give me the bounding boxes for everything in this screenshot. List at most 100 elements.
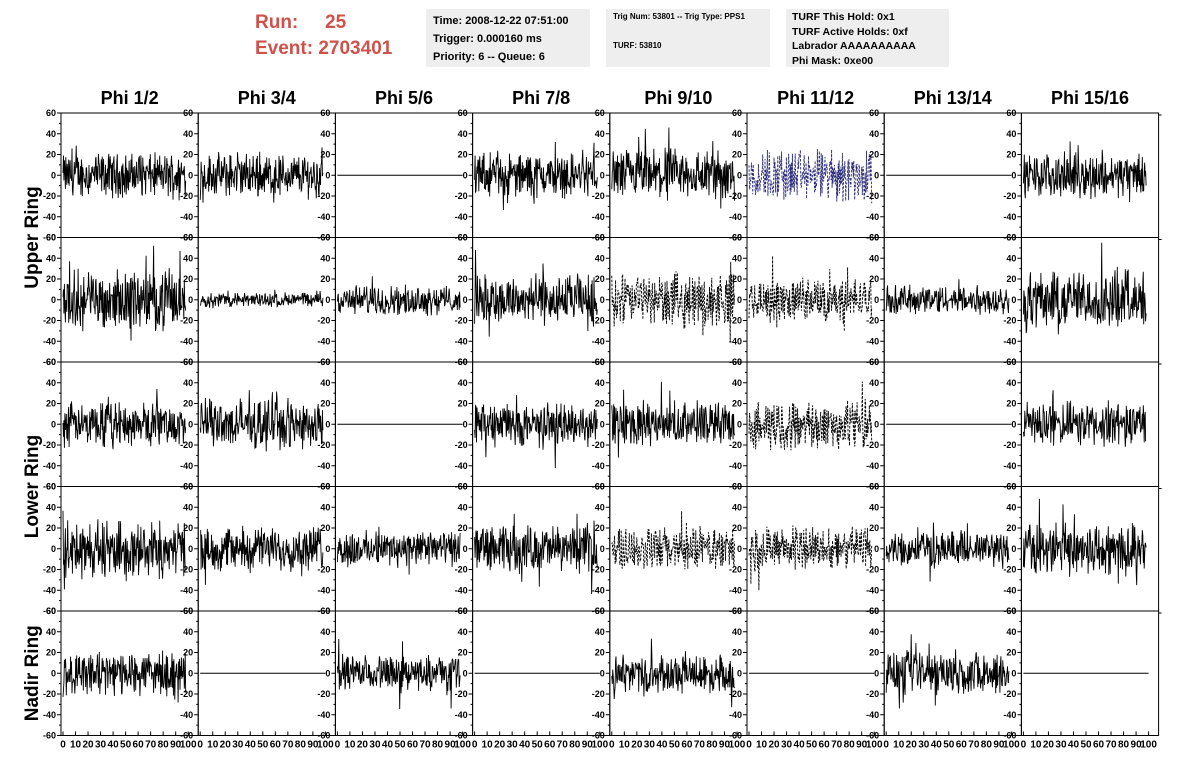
- row-title-2: Lower Ring: [22, 435, 43, 538]
- y-tick-label: -20: [866, 689, 879, 699]
- x-tick-label: 40: [656, 740, 668, 751]
- y-tick-label: -40: [317, 461, 330, 471]
- y-tick-label: 20: [46, 399, 56, 409]
- waveform-trace-r2-c8: [1022, 242, 1147, 335]
- y-tick-label: 60: [183, 357, 193, 367]
- y-tick-label: -40: [729, 710, 742, 720]
- y-tick-label: -40: [729, 336, 742, 346]
- y-tick-label: -20: [43, 689, 56, 699]
- waveform-trace-r3-c6: [748, 381, 873, 451]
- x-tick-label: 70: [419, 740, 431, 751]
- x-tick-label: 20: [1043, 740, 1055, 751]
- y-tick-label: 60: [46, 108, 56, 118]
- y-tick-label: -20: [43, 191, 56, 201]
- y-tick-label: -20: [455, 565, 468, 575]
- y-tick-label: 0: [188, 295, 193, 305]
- x-tick-label: 80: [432, 740, 444, 751]
- y-tick-label: 0: [737, 419, 742, 429]
- x-tick-label: 40: [245, 740, 257, 751]
- y-tick-label: -60: [43, 731, 56, 741]
- y-tick-label: 40: [458, 253, 468, 263]
- time-line: Time: 2008-12-22 07:51:00: [433, 15, 569, 27]
- y-tick-label: 40: [869, 129, 879, 139]
- y-tick-label: -20: [43, 565, 56, 575]
- waveform-trace-r2-c6: [748, 255, 873, 332]
- y-tick-label: -40: [866, 461, 879, 471]
- y-tick-label: -20: [592, 191, 605, 201]
- y-tick-label: -20: [180, 565, 193, 575]
- waveform-trace-r3-c5: [611, 381, 735, 458]
- y-tick-label: -20: [317, 191, 330, 201]
- x-tick-label: 30: [95, 740, 107, 751]
- y-tick-label: 0: [325, 668, 330, 678]
- y-tick-label: 20: [595, 399, 605, 409]
- x-tick-label: 80: [706, 740, 718, 751]
- waveform-trace-r1-c1: [62, 145, 187, 201]
- y-tick-label: -20: [180, 316, 193, 326]
- y-tick-label: 0: [600, 295, 605, 305]
- priority-line: Priority: 6 -- Queue: 6: [433, 51, 545, 63]
- y-tick-label: -20: [43, 316, 56, 326]
- y-tick-label: 0: [188, 170, 193, 180]
- x-tick-label: 90: [307, 740, 319, 751]
- y-tick-label: -40: [455, 212, 468, 222]
- row-title-1: Upper Ring: [22, 186, 43, 288]
- y-tick-label: 40: [869, 627, 879, 637]
- x-tick-label: 60: [544, 740, 556, 751]
- x-tick-label: 100: [591, 740, 608, 751]
- waveform-trace-r1-c5: [611, 127, 735, 209]
- y-tick-label: 40: [869, 253, 879, 263]
- y-tick-label: -40: [180, 585, 193, 595]
- y-tick-label: 60: [732, 233, 742, 243]
- y-tick-label: 40: [46, 253, 56, 263]
- event-value: 2703401: [318, 38, 393, 59]
- y-tick-label: -60: [729, 731, 742, 741]
- y-tick-label: -40: [1003, 212, 1016, 222]
- y-tick-label: 60: [46, 606, 56, 616]
- y-tick-label: -40: [866, 336, 879, 346]
- x-tick-label: 10: [70, 740, 82, 751]
- y-tick-label: -40: [592, 212, 605, 222]
- y-tick-label: 40: [458, 502, 468, 512]
- y-tick-label: -20: [1003, 689, 1016, 699]
- waveform-trace-r4-c6: [748, 525, 873, 591]
- waveform-trace-r5-c5: [611, 638, 735, 708]
- y-tick-label: 0: [51, 170, 56, 180]
- y-tick-label: -40: [180, 212, 193, 222]
- x-tick-label: 40: [519, 740, 531, 751]
- y-tick-label: 40: [869, 502, 879, 512]
- y-tick-label: 60: [1006, 233, 1016, 243]
- y-tick-label: 0: [737, 170, 742, 180]
- y-tick-label: 40: [46, 129, 56, 139]
- y-tick-label: -40: [455, 461, 468, 471]
- y-tick-label: 60: [183, 482, 193, 492]
- y-tick-label: -20: [592, 689, 605, 699]
- x-tick-label: 50: [257, 740, 269, 751]
- x-tick-label: 10: [482, 740, 494, 751]
- x-tick-label: 10: [207, 740, 219, 751]
- y-tick-label: 0: [463, 295, 468, 305]
- y-tick-label: 0: [737, 295, 742, 305]
- y-tick-label: -20: [866, 316, 879, 326]
- column-title-8: Phi 15/16: [1051, 88, 1129, 108]
- waveform-trace-r1-c2: [199, 147, 324, 203]
- y-tick-label: 40: [595, 627, 605, 637]
- y-tick-label: 40: [46, 378, 56, 388]
- waveform-trace-r3-c4: [474, 395, 598, 469]
- x-tick-label: 20: [82, 740, 94, 751]
- y-tick-label: 20: [732, 399, 742, 409]
- y-tick-label: 0: [874, 544, 879, 554]
- y-tick-label: 40: [46, 502, 56, 512]
- y-tick-label: 20: [458, 523, 468, 533]
- y-tick-label: 60: [732, 108, 742, 118]
- y-tick-label: 40: [595, 253, 605, 263]
- y-tick-label: 60: [458, 482, 468, 492]
- x-tick-label: 40: [108, 740, 120, 751]
- x-tick-label: 40: [931, 740, 943, 751]
- x-tick-label: 80: [1118, 740, 1130, 751]
- y-tick-label: 0: [325, 544, 330, 554]
- y-tick-label: 40: [732, 378, 742, 388]
- y-tick-label: -40: [729, 585, 742, 595]
- y-tick-label: 40: [595, 502, 605, 512]
